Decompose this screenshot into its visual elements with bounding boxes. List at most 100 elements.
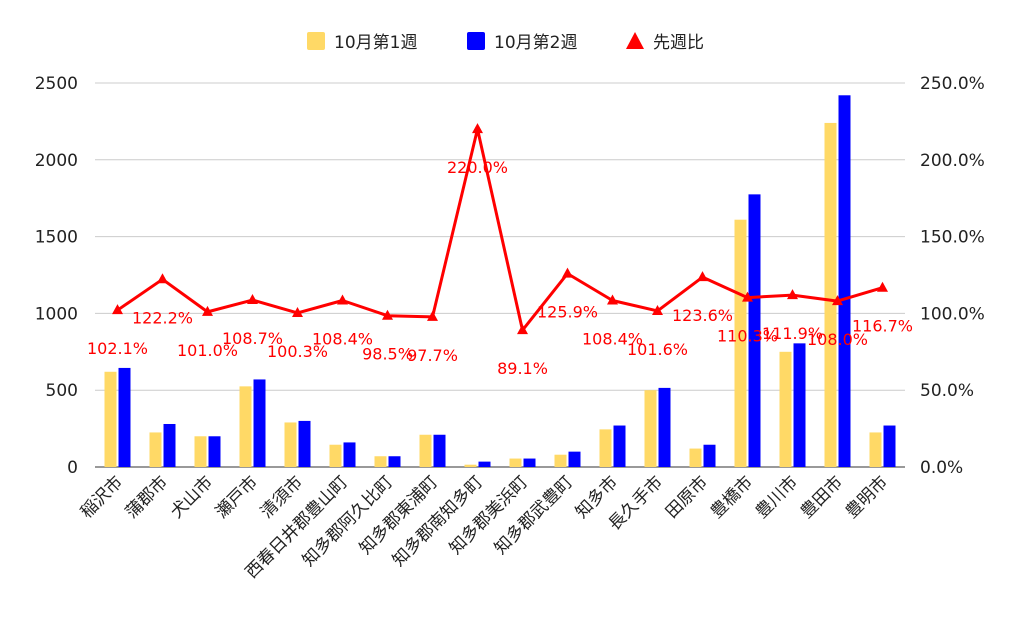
- ratio-data-label: 111.9%: [762, 324, 823, 343]
- right-tick-label: 0.0%: [920, 458, 963, 478]
- x-axis-labels: 稲沢市蒲郡市犬山市瀬戸市清須市西春日井郡豊山町知多郡阿久比町知多郡東浦町知多郡南…: [77, 472, 892, 582]
- ratio-point: [607, 294, 618, 305]
- ratio-data-label: 108.7%: [222, 329, 283, 348]
- ratio-data-label: 102.1%: [87, 339, 148, 358]
- left-tick-label: 500: [46, 381, 78, 401]
- bar-week1: [779, 351, 792, 467]
- left-axis-ticks: 0 500 1000 1500 2000 2500: [35, 74, 78, 478]
- right-tick-label: 150.0%: [920, 228, 985, 248]
- bar-week2: [883, 425, 896, 467]
- bar-week1: [869, 432, 882, 467]
- bar-week2: [748, 194, 761, 468]
- ratio-point: [112, 304, 123, 315]
- bar-week2: [208, 436, 221, 467]
- left-tick-label: 1500: [35, 228, 78, 248]
- bar-week1: [689, 448, 702, 467]
- x-tick-label: 犬山市: [167, 472, 217, 522]
- x-tick-label: 豊川市: [752, 472, 802, 522]
- line-data-labels: 102.1%122.2%101.0%108.7%100.3%108.4%98.5…: [87, 158, 913, 378]
- bar-series: [104, 95, 896, 468]
- ratio-data-label: 116.7%: [852, 317, 913, 336]
- ratio-point: [472, 123, 483, 134]
- bar-week2: [838, 95, 851, 468]
- bar-week1: [149, 432, 162, 467]
- ratio-point: [292, 306, 303, 317]
- bar-week2: [658, 387, 671, 467]
- ratio-point: [562, 267, 573, 278]
- bar-week2: [253, 379, 266, 467]
- bar-week2: [523, 458, 536, 467]
- gridlines: [95, 82, 905, 468]
- ratio-point: [382, 309, 393, 320]
- left-tick-label: 1000: [35, 304, 78, 324]
- bar-week2: [433, 434, 446, 467]
- x-tick-label: 豊明市: [842, 472, 892, 522]
- ratio-point: [202, 305, 213, 316]
- bar-week2: [343, 442, 356, 467]
- x-tick-label: 田原市: [662, 472, 712, 522]
- right-tick-label: 250.0%: [920, 74, 985, 94]
- legend-swatch: [467, 32, 485, 50]
- x-tick-label: 豊橋市: [707, 472, 757, 522]
- legend-label: 先週比: [653, 33, 704, 53]
- bar-week2: [388, 456, 401, 467]
- bar-week1: [734, 219, 747, 467]
- ratio-point: [427, 310, 438, 321]
- bar-week2: [118, 367, 131, 467]
- x-tick-label: 豊田市: [797, 472, 847, 522]
- ratio-point: [157, 273, 168, 284]
- bar-week1: [374, 456, 387, 467]
- ratio-data-label: 101.0%: [177, 341, 238, 360]
- ratio-data-label: 123.6%: [672, 306, 733, 325]
- bar-week1: [284, 422, 297, 467]
- ratio-data-label: 108.4%: [312, 329, 373, 348]
- bar-week2: [163, 423, 176, 467]
- bar-week1: [599, 429, 612, 467]
- left-tick-label: 2000: [35, 151, 78, 171]
- ratio-data-label: 108.4%: [582, 329, 643, 348]
- ratio-data-label: 97.7%: [407, 346, 458, 365]
- bar-week1: [554, 454, 567, 467]
- ratio-data-label: 101.6%: [627, 340, 688, 359]
- legend: 10月第1週 10月第2週 先週比: [307, 32, 704, 53]
- left-tick-label: 0: [67, 458, 78, 478]
- bar-week2: [613, 425, 626, 467]
- ratio-data-label: 125.9%: [537, 303, 598, 322]
- bar-week1: [194, 436, 207, 467]
- bar-week2: [793, 343, 806, 467]
- ratio-point: [742, 291, 753, 302]
- ratio-data-label: 110.3%: [717, 327, 778, 346]
- x-tick-label: 瀬戸市: [212, 472, 262, 522]
- bar-week1: [464, 464, 477, 467]
- legend-label: 10月第2週: [494, 33, 577, 53]
- bar-week1: [824, 122, 837, 467]
- ratio-point: [337, 294, 348, 305]
- bar-week2: [703, 444, 716, 467]
- ratio-data-label: 100.3%: [267, 342, 328, 361]
- legend-label: 10月第1週: [334, 33, 417, 53]
- ratio-data-label: 89.1%: [497, 359, 548, 378]
- line-series: [112, 123, 888, 335]
- bar-week2: [478, 461, 491, 467]
- ratio-data-label: 108.0%: [807, 330, 868, 349]
- bar-week2: [298, 420, 311, 467]
- ratio-data-label: 220.0%: [447, 158, 508, 177]
- bar-week1: [644, 390, 657, 467]
- ratio-line: [116, 127, 883, 332]
- ratio-point: [697, 271, 708, 282]
- bar-week1: [104, 371, 117, 467]
- ratio-point: [877, 281, 888, 292]
- legend-swatch: [626, 32, 644, 49]
- bar-week1: [509, 458, 522, 467]
- x-tick-label: 蒲郡市: [122, 472, 172, 522]
- right-tick-label: 50.0%: [920, 381, 974, 401]
- bar-week1: [419, 434, 432, 467]
- bar-week2: [568, 451, 581, 467]
- ratio-point: [787, 289, 798, 300]
- left-tick-label: 2500: [35, 74, 78, 94]
- ratio-point: [652, 304, 663, 315]
- bar-week1: [239, 386, 252, 467]
- bar-week1: [329, 444, 342, 467]
- legend-swatch: [307, 32, 325, 50]
